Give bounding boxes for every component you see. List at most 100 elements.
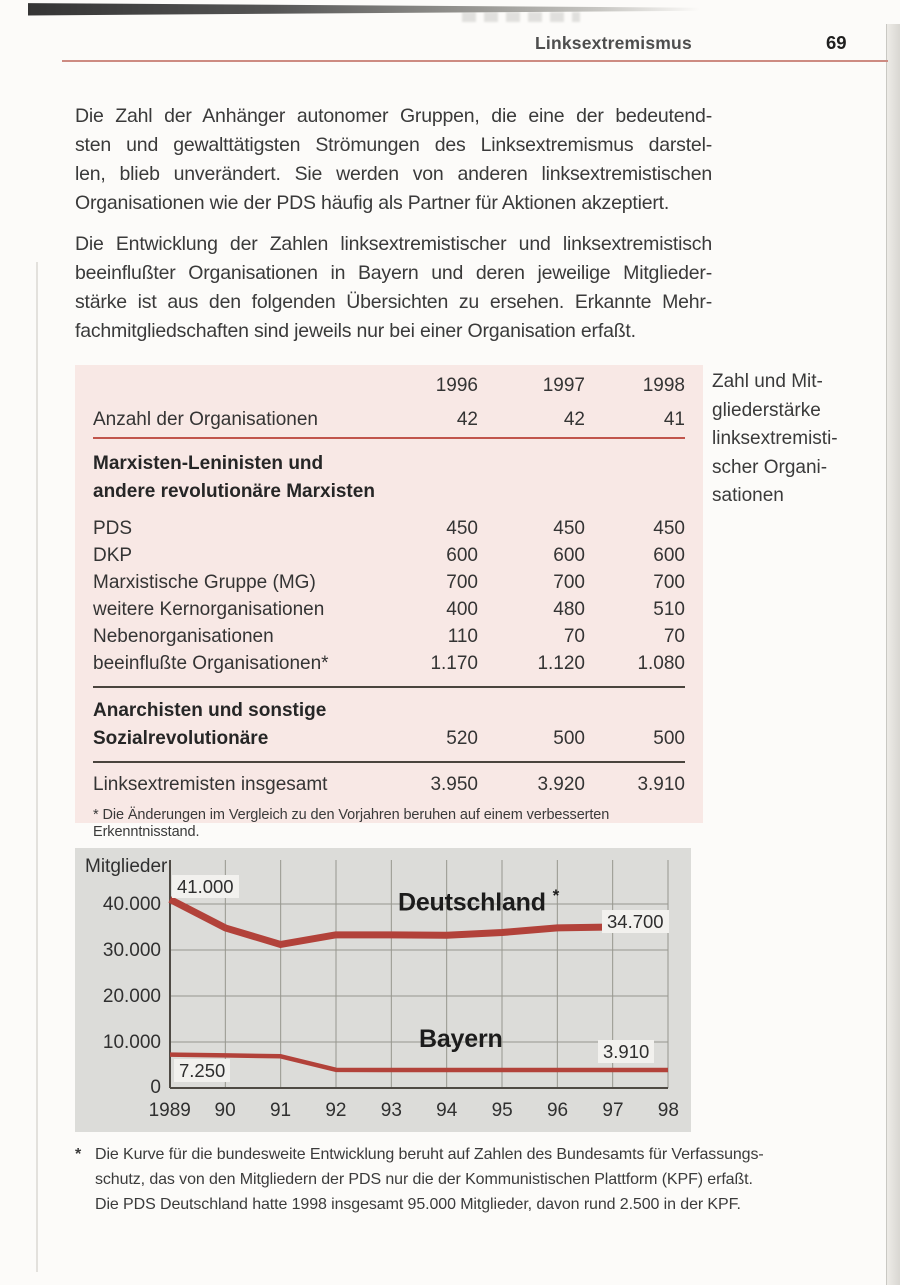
row-value: 41 (663, 409, 685, 430)
row-label: Marxistische Gruppe (MG) (93, 572, 316, 593)
x-tick-label: 1989 (148, 1100, 191, 1121)
paragraph-line: beeinflußter Organisationen in Bayern un… (75, 262, 712, 284)
section2-title-line1: Anarchisten und sonstige (93, 700, 327, 721)
chart-footnote-line: schutz, das von den Mitgliedern der PDS … (95, 1171, 753, 1188)
y-tick-label: 30.000 (102, 940, 161, 961)
x-tick-label: 95 (491, 1100, 513, 1121)
row-value: 3.950 (430, 774, 478, 795)
footnote-marker: * (552, 886, 560, 905)
row-value: 520 (446, 728, 478, 749)
series-label-bayern: Bayern (419, 1025, 503, 1053)
x-tick-label: 94 (436, 1100, 458, 1121)
x-tick-label: 96 (546, 1100, 569, 1121)
chart-footnote-lines: Die Kurve für die bundesweite Entwicklun… (95, 1142, 764, 1217)
chart-footnote-line: Die PDS Deutschland hatte 1998 insgesamt… (95, 1196, 741, 1213)
x-tick-label: 91 (269, 1100, 292, 1121)
table-row: Marxistische Gruppe (MG) 700 700 700 (93, 569, 685, 596)
year-header: 1998 (642, 375, 685, 396)
row-value: 3.910 (637, 774, 685, 795)
row-label: Anzahl der Organisationen (93, 409, 318, 430)
table-row-total: Linksextremisten insgesamt 3.950 3.920 3… (93, 763, 685, 796)
section1-title: Marxisten-Leninisten und andere revolutio… (93, 450, 685, 506)
y-tick-label: 10.000 (102, 1032, 161, 1053)
table-rule-red (93, 437, 685, 439)
row-value: 70 (663, 626, 685, 647)
table-rule-dark (93, 761, 685, 763)
paragraph-line: Organisationen wie der PDS häufig als Pa… (75, 192, 670, 214)
table-row: Nebenorganisationen 110 70 70 (93, 623, 685, 650)
row-label: beeinflußte Organisationen* (93, 653, 329, 674)
paragraph-line: sten und gewalttätigsten Strömungen des … (75, 134, 712, 156)
table-year-header-row: 1996 1997 1998 (93, 371, 685, 397)
table-row: beeinflußte Organisationen* 1.170 1.120 … (93, 650, 685, 677)
x-tick-label: 97 (602, 1100, 624, 1121)
paragraph-line: stärke ist aus den folgenden Übersichten… (75, 291, 712, 313)
x-tick-label: 92 (325, 1100, 347, 1121)
y-tick-label: 40.000 (102, 894, 161, 915)
chart-footnote-line: Die Kurve für die bundesweite Entwicklun… (95, 1146, 764, 1163)
row-value: 600 (446, 545, 478, 566)
table-row-anzahl: Anzahl der Organisationen 42 42 41 (93, 397, 685, 431)
row-value: 700 (553, 572, 585, 593)
row-value: 42 (563, 409, 585, 430)
year-header: 1997 (542, 375, 585, 396)
row-value: 500 (653, 728, 685, 749)
row-value: 450 (653, 518, 685, 539)
row-value: 450 (553, 518, 585, 539)
annotation-deutschland-end: 34.700 (602, 910, 669, 933)
table-footnote: * Die Änderungen im Vergleich zu den Vor… (93, 807, 610, 840)
row-value: 600 (553, 545, 585, 566)
header-rule (62, 60, 888, 62)
row-label: Linksextremisten insgesamt (93, 774, 328, 795)
row-value: 70 (563, 626, 585, 647)
row-value: 3.920 (537, 774, 585, 795)
chart-footnote-marker: * (75, 1146, 82, 1163)
paragraph-line: len, blieb unverändert. Sie werden von a… (75, 163, 712, 185)
table-row-sozialrevolutionaere: Sozialrevolutionäre 520 500 500 (93, 725, 685, 753)
scan-artifact-top-band (28, 3, 721, 16)
table-row: DKP 600 600 600 (93, 542, 685, 569)
paragraph-1: Die Zahl der Anhänger autonomer Gruppen,… (75, 102, 712, 218)
row-label: DKP (93, 545, 133, 566)
section1-title-line: Marxisten-Leninisten und (93, 453, 324, 474)
x-tick-label: 93 (380, 1100, 402, 1121)
table-rule-dark (93, 686, 685, 688)
row-value: 400 (446, 599, 478, 620)
y-tick-label: 0 (150, 1077, 161, 1098)
annotation-deutschland-start: 41.000 (172, 875, 239, 898)
x-axis-ticks: 1989 90 91 92 93 94 95 96 97 98 (142, 1100, 696, 1122)
chart-footnote: * Die Kurve für die bundesweite Entwickl… (75, 1142, 795, 1217)
margin-note-line: linksextremisti- (712, 428, 838, 449)
section1-rows: PDS 450 450 450 DKP 600 600 600 Marxisti… (93, 515, 685, 677)
scan-artifact-ghost-text (462, 12, 580, 22)
x-tick-label: 98 (657, 1100, 679, 1121)
series-label-text: Deutschland (398, 888, 546, 917)
row-value: 600 (653, 545, 685, 566)
y-tick-label: 20.000 (102, 986, 161, 1007)
series-label-deutschland: Deutschland * (398, 886, 559, 917)
row-label: weitere Kernorganisationen (93, 599, 325, 620)
row-value: 450 (446, 518, 478, 539)
margin-note-line: scher Organi- (712, 456, 828, 478)
row-value: 480 (553, 599, 585, 620)
membership-line-chart: Mitglieder 40.000 30.000 20.000 10.000 0 198… (75, 848, 691, 1132)
row-value: 42 (456, 409, 478, 430)
row-label: Nebenorganisationen (93, 626, 274, 647)
running-header-title: Linksextremismus (535, 33, 692, 53)
row-value: 1.170 (430, 653, 478, 674)
paragraph-line: Die Zahl der Anhänger autonomer Gruppen,… (75, 105, 712, 127)
margin-note-line: sationen (712, 485, 784, 506)
year-header: 1996 (435, 375, 478, 396)
paragraph-2: Die Entwicklung der Zahlen linksextremis… (75, 230, 712, 346)
row-value: 700 (446, 572, 478, 593)
statistics-table: 1996 1997 1998 Anzahl der Organisationen… (75, 365, 703, 840)
page-edge-shadow-right (886, 24, 900, 1285)
x-tick-label: 90 (214, 1100, 236, 1121)
row-value: 1.120 (537, 653, 585, 674)
table-row: weitere Kernorganisationen 400 480 510 (93, 596, 685, 623)
row-value: 700 (653, 572, 685, 593)
margin-note-line: Zahl und Mit- (712, 371, 823, 392)
y-axis-label: Mitglieder (85, 856, 168, 877)
page-edge-shadow-left (36, 262, 38, 1272)
